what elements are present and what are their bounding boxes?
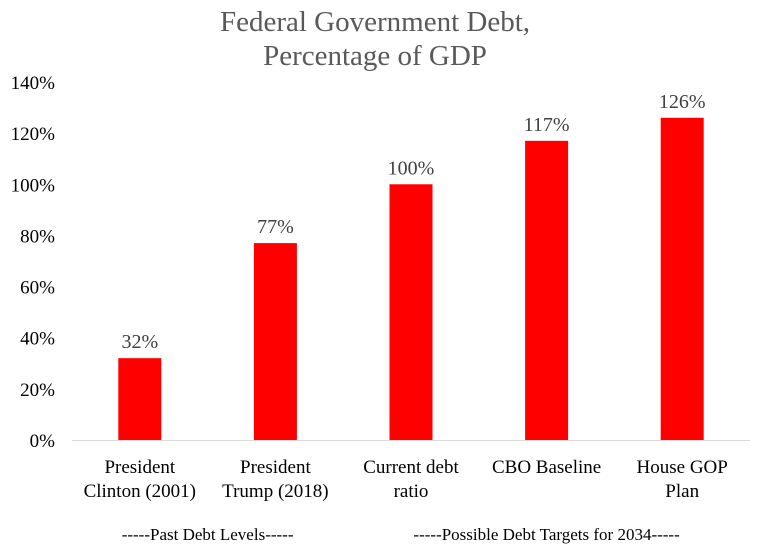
y-tick-label: 140% (11, 73, 56, 94)
data-label: 117% (524, 114, 570, 136)
bar (525, 140, 569, 441)
x-tick-label-line: President (240, 457, 311, 478)
y-tick-label: 60% (20, 278, 55, 299)
x-tick-label-line: Current debt (363, 457, 459, 478)
data-label: 126% (659, 91, 706, 113)
chart-title-line: Federal Government Debt, (220, 6, 530, 38)
y-tick-label: 120% (11, 124, 56, 145)
x-tick-label: President Clinton (2001) (84, 457, 196, 502)
bar (253, 243, 297, 440)
x-tick-label-line: House GOP (637, 457, 728, 478)
data-label: 32% (121, 331, 158, 353)
y-tick-label: 40% (20, 329, 55, 350)
x-tick-label: President Trump (2018) (222, 457, 328, 502)
data-labels: 32% 77% 100% 117% 126% (121, 91, 705, 353)
y-tick-label: 100% (11, 175, 56, 196)
x-tick-label: Current debt ratio (363, 457, 459, 502)
y-tick-label: 0% (30, 431, 56, 452)
data-label: 77% (257, 216, 294, 238)
y-tick-label: 80% (20, 226, 55, 247)
data-label: 100% (388, 157, 435, 179)
x-tick-label: CBO Baseline (492, 457, 601, 478)
bar (660, 117, 704, 441)
category-groups: -----Past Debt Levels----- -----Possible … (122, 525, 680, 544)
x-axis: President Clinton (2001) President Trump (2… (72, 440, 750, 502)
bar (389, 184, 433, 440)
y-axis: 0% 20% 40% 60% 80% 100% 120% 140% (11, 73, 56, 452)
category-group-label: -----Past Debt Levels----- (122, 525, 294, 544)
y-tick-label: 20% (20, 380, 55, 401)
chart-title-line: Percentage of GDP (263, 40, 487, 72)
x-tick-label: House GOP Plan (637, 457, 728, 502)
x-tick-label-line: President (104, 457, 175, 478)
x-tick-label-line: ratio (394, 481, 429, 502)
x-tick-label-line: Clinton (2001) (84, 481, 196, 502)
bar-series (118, 117, 704, 441)
chart-title: Federal Government Debt,Percentage of GD… (220, 6, 530, 72)
x-tick-label-line: Trump (2018) (222, 481, 328, 502)
bar (118, 358, 162, 440)
x-tick-label-line: Plan (665, 481, 699, 502)
x-tick-label-line: CBO Baseline (492, 457, 601, 478)
category-group-label: -----Possible Debt Targets for 2034----- (413, 525, 680, 544)
